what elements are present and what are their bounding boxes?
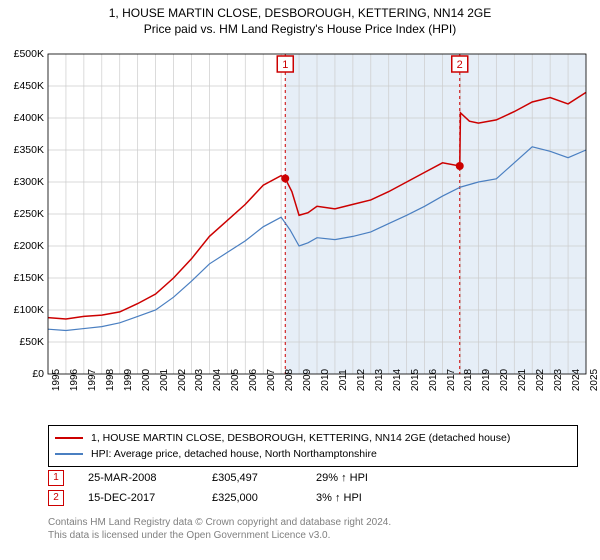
marker-diff-1: 29% ↑ HPI	[316, 472, 368, 484]
xtick-label: 1998	[105, 369, 116, 391]
footer: Contains HM Land Registry data © Crown c…	[48, 516, 578, 542]
xtick-label: 2016	[428, 369, 439, 391]
chart-plot-area: 12 £0£50K£100K£150K£200K£250K£300K£350K£…	[0, 46, 600, 416]
legend-item-1: 1, HOUSE MARTIN CLOSE, DESBOROUGH, KETTE…	[55, 430, 571, 446]
ytick-label: £0	[4, 368, 44, 380]
xtick-label: 2025	[589, 369, 600, 391]
xtick-label: 2005	[230, 369, 241, 391]
legend-label-2: HPI: Average price, detached house, Nort…	[91, 448, 377, 460]
marker-row-1: 1 25-MAR-2008 £305,497 29% ↑ HPI	[48, 468, 578, 488]
xtick-label: 2007	[266, 369, 277, 391]
xtick-label: 2002	[177, 369, 188, 391]
svg-text:2: 2	[457, 59, 463, 71]
xtick-label: 2006	[248, 369, 259, 391]
ytick-label: £200K	[4, 240, 44, 252]
xtick-label: 1995	[51, 369, 62, 391]
xtick-label: 2017	[446, 369, 457, 391]
marker-price-2: £325,000	[212, 492, 292, 504]
ytick-label: £400K	[4, 112, 44, 124]
xtick-label: 2012	[356, 369, 367, 391]
ytick-label: £300K	[4, 176, 44, 188]
chart-svg: 12	[0, 46, 600, 416]
xtick-label: 2013	[374, 369, 385, 391]
marker-date-1: 25-MAR-2008	[88, 472, 188, 484]
xtick-label: 2008	[284, 369, 295, 391]
xtick-label: 2023	[553, 369, 564, 391]
footer-line-1: Contains HM Land Registry data © Crown c…	[48, 516, 578, 529]
ytick-label: £450K	[4, 80, 44, 92]
marker-diff-2: 3% ↑ HPI	[316, 492, 362, 504]
xtick-label: 2021	[517, 369, 528, 391]
legend-item-2: HPI: Average price, detached house, Nort…	[55, 446, 571, 462]
ytick-label: £100K	[4, 304, 44, 316]
marker-badge-1: 1	[48, 470, 64, 486]
xtick-label: 2010	[320, 369, 331, 391]
title-address: 1, HOUSE MARTIN CLOSE, DESBOROUGH, KETTE…	[0, 6, 600, 20]
svg-text:1: 1	[282, 59, 288, 71]
footer-line-2: This data is licensed under the Open Gov…	[48, 529, 578, 542]
xtick-label: 2000	[141, 369, 152, 391]
ytick-label: £150K	[4, 272, 44, 284]
ytick-label: £250K	[4, 208, 44, 220]
xtick-label: 1996	[69, 369, 80, 391]
ytick-label: £350K	[4, 144, 44, 156]
xtick-label: 2019	[481, 369, 492, 391]
marker-date-2: 15-DEC-2017	[88, 492, 188, 504]
legend-swatch-2	[55, 453, 83, 455]
xtick-label: 2001	[159, 369, 170, 391]
xtick-label: 2014	[392, 369, 403, 391]
xtick-label: 1997	[87, 369, 98, 391]
marker-row-2: 2 15-DEC-2017 £325,000 3% ↑ HPI	[48, 488, 578, 508]
xtick-label: 2020	[499, 369, 510, 391]
marker-badge-2: 2	[48, 490, 64, 506]
title-subtitle: Price paid vs. HM Land Registry's House …	[0, 22, 600, 36]
xtick-label: 2024	[571, 369, 582, 391]
legend: 1, HOUSE MARTIN CLOSE, DESBOROUGH, KETTE…	[48, 425, 578, 467]
marker-details: 1 25-MAR-2008 £305,497 29% ↑ HPI 2 15-DE…	[48, 468, 578, 508]
xtick-label: 1999	[123, 369, 134, 391]
legend-label-1: 1, HOUSE MARTIN CLOSE, DESBOROUGH, KETTE…	[91, 432, 510, 444]
marker-price-1: £305,497	[212, 472, 292, 484]
xtick-label: 2015	[410, 369, 421, 391]
ytick-label: £500K	[4, 48, 44, 60]
xtick-label: 2011	[338, 369, 349, 391]
xtick-label: 2003	[194, 369, 205, 391]
chart-container: 1, HOUSE MARTIN CLOSE, DESBOROUGH, KETTE…	[0, 0, 600, 560]
xtick-label: 2022	[535, 369, 546, 391]
chart-titles: 1, HOUSE MARTIN CLOSE, DESBOROUGH, KETTE…	[0, 0, 600, 36]
xtick-label: 2004	[212, 369, 223, 391]
xtick-label: 2018	[463, 369, 474, 391]
legend-swatch-1	[55, 437, 83, 439]
xtick-label: 2009	[302, 369, 313, 391]
ytick-label: £50K	[4, 336, 44, 348]
